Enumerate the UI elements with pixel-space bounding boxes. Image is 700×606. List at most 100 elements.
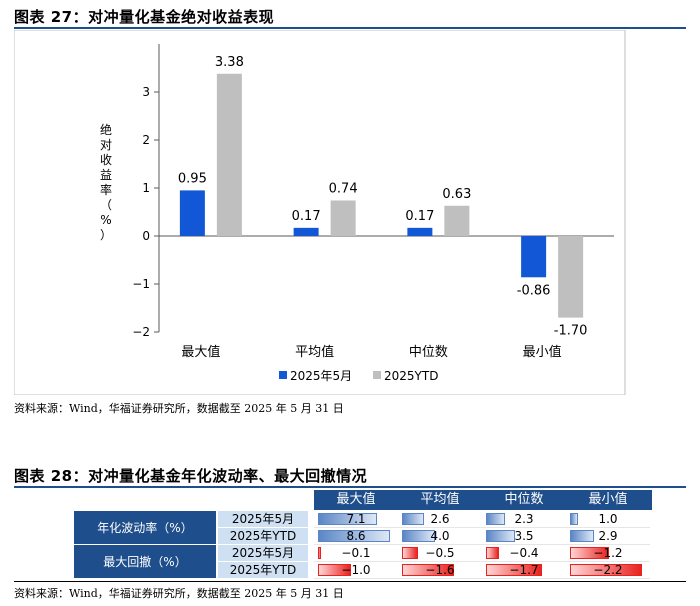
legend: 2025年5月 2025YTD	[279, 369, 438, 383]
data-bar	[402, 530, 436, 542]
cell-value: 2.9	[598, 529, 618, 543]
data-label: 3.38	[215, 55, 244, 70]
data-bar	[318, 564, 351, 576]
table-cell: −0.4	[482, 545, 566, 562]
y-label-char: （	[100, 198, 112, 212]
cell-value: 4.0	[430, 529, 450, 543]
data-bar	[318, 530, 390, 542]
y-tick-label: 1	[142, 181, 150, 195]
bar	[444, 205, 470, 236]
bar	[407, 227, 433, 236]
data-labels: 0.95 3.38 0.17 0.74 0.17 0.63 -0.86 -1.70	[178, 55, 588, 339]
y-tick-label: 0	[142, 229, 150, 243]
bar	[521, 236, 547, 278]
cell-value: 3.5	[514, 529, 534, 543]
cell-value: 1.0	[598, 512, 618, 526]
table-cell: −1.0	[314, 562, 398, 579]
table-cell: 1.0	[566, 511, 650, 528]
legend-label: 2025年5月	[290, 369, 352, 383]
category-label: 平均值	[295, 344, 334, 360]
data-bar	[570, 530, 595, 542]
y-tick-label: 3	[142, 85, 150, 99]
column-header: 最小值	[588, 492, 628, 507]
period-label: 2025年YTD	[218, 528, 308, 545]
table-cell: −1.7	[482, 562, 566, 579]
data-bar	[318, 547, 322, 559]
y-label-char: 益	[100, 168, 112, 182]
bar	[330, 200, 356, 236]
table-cell: −0.5	[398, 545, 482, 562]
category-label: 中位数	[409, 345, 448, 360]
table-cell: −2.2	[566, 562, 650, 579]
bar	[293, 227, 319, 236]
category-labels: 最大值 平均值 中位数 最小值	[181, 344, 561, 360]
data-label: -1.70	[554, 324, 588, 339]
data-bar	[402, 564, 455, 576]
y-tick-label: −2	[132, 325, 150, 339]
legend-label: 2025YTD	[384, 369, 438, 383]
data-label: 0.74	[329, 181, 358, 196]
legend-swatch	[373, 371, 381, 379]
data-bar	[570, 547, 610, 559]
volatility-drawdown-table: 最大值 平均值 中位数 最小值 年化波动率（%） 最大回撤（%） 2025年5月 7.1 2.…	[14, 490, 686, 582]
table-cell: 7.1	[314, 511, 398, 528]
y-label-char: 对	[100, 138, 112, 152]
y-label-char: 率	[100, 182, 112, 197]
table-cell: −1.6	[398, 562, 482, 579]
category-label: 最大值	[181, 344, 220, 360]
metric-label: 最大回撤（%）	[74, 545, 216, 578]
data-bar	[486, 530, 516, 542]
data-bar	[486, 564, 542, 576]
cell-value: −1.2	[593, 546, 623, 560]
data-bar	[402, 513, 424, 525]
table-cell: 8.6	[314, 528, 398, 545]
data-label: -0.86	[517, 283, 551, 298]
table-bottom-rule	[14, 581, 686, 582]
cell-value: −1.6	[425, 563, 455, 577]
figure27-title: 图表 27：对冲量化基金绝对收益表现	[14, 8, 275, 26]
figure28-top-rule	[14, 486, 686, 488]
data-label: 0.63	[442, 187, 471, 202]
cell-value: −0.1	[341, 546, 371, 560]
period-label: 2025年5月	[218, 545, 308, 562]
data-bar	[570, 564, 642, 576]
data-label: 0.95	[178, 171, 207, 186]
column-header: 平均值	[420, 492, 460, 507]
y-label-char: %	[100, 213, 111, 227]
figure28-title: 图表 28：对冲量化基金年化波动率、最大回撤情况	[14, 467, 368, 485]
cell-value: 2.3	[514, 512, 534, 526]
legend-swatch	[279, 371, 287, 379]
y-label-char: ）	[100, 228, 112, 242]
cell-value: 8.6	[346, 529, 366, 543]
y-tick-label: 2	[142, 133, 150, 147]
cell-value: −1.7	[509, 563, 539, 577]
category-label: 最小值	[523, 344, 562, 360]
cell-value: −0.4	[509, 546, 539, 560]
cell-value: −2.2	[593, 563, 623, 577]
table-cell: −0.1	[314, 545, 398, 562]
data-bar	[318, 513, 378, 525]
y-tick-label: −1	[132, 277, 150, 291]
chart-frame	[14, 30, 626, 395]
figure27-top-rule	[14, 27, 686, 29]
figure27-source: 资料来源：Wind，华福证券研究所，数据截至 2025 年 5 月 31 日	[14, 402, 344, 415]
table-cell: −1.2	[566, 545, 650, 562]
figure28-source: 资料来源：Wind，华福证券研究所，数据截至 2025 年 5 月 31 日	[14, 587, 344, 600]
bars	[179, 73, 584, 318]
data-bar	[486, 547, 500, 559]
data-bar	[402, 547, 419, 559]
y-label-char: 收	[100, 153, 112, 167]
column-header: 最大值	[336, 492, 376, 507]
table-cell: 2.9	[566, 528, 650, 545]
bar	[558, 236, 584, 318]
table-cell: 3.5	[482, 528, 566, 545]
data-bar	[486, 513, 506, 525]
bar	[216, 73, 242, 236]
data-label: 0.17	[292, 209, 321, 224]
column-header: 中位数	[504, 492, 544, 507]
period-label: 2025年5月	[218, 511, 308, 528]
y-label-char: 绝	[100, 122, 112, 137]
cell-value: 2.6	[430, 512, 450, 526]
table-cell: 2.6	[398, 511, 482, 528]
